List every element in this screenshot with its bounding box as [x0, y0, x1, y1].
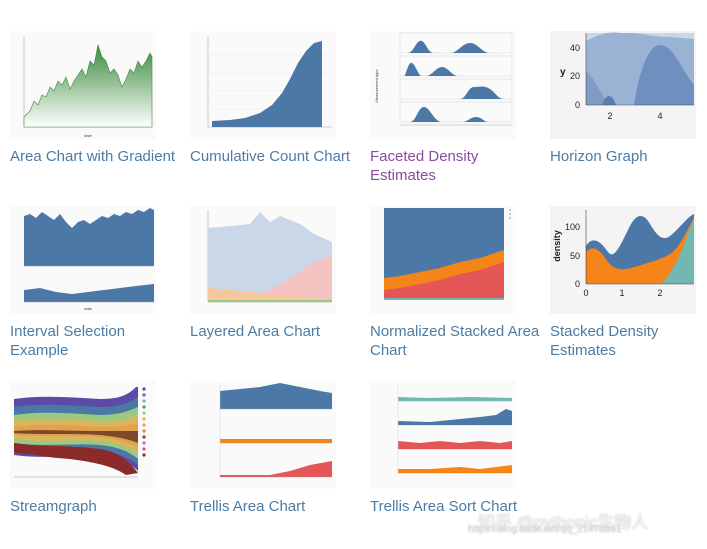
axis-title-y: y	[560, 67, 566, 78]
interval-selection-chart-icon[interactable]: date	[10, 206, 156, 314]
tick-x-1: 1	[619, 288, 624, 298]
watermark: 知乎 @pythonic生物人 https://blog.csdn.net/qq…	[468, 508, 649, 535]
tick-y-20: 20	[570, 71, 580, 81]
card-title[interactable]: Cumulative Count Chart	[190, 148, 351, 165]
watermark-text: 知乎 @pythonic生物人	[478, 513, 649, 532]
card-title[interactable]: Layered Area Chart	[190, 323, 321, 340]
axis-title-density: density	[552, 230, 562, 262]
tick-x-2: 2	[657, 288, 662, 298]
tick-x-0: 0	[583, 288, 588, 298]
faceted-density-chart-icon[interactable]: Measurement type	[370, 31, 516, 139]
svg-text:date: date	[84, 306, 93, 311]
tick-y-0: 0	[575, 279, 580, 289]
stacked-density-chart-icon[interactable]: density 0 50 100 0 1 2	[550, 206, 696, 314]
normalized-stacked-area-chart-icon[interactable]	[370, 206, 516, 314]
svg-text:date: date	[84, 133, 93, 138]
card-title[interactable]: Interval Selection Example	[10, 323, 126, 359]
tick-y-0: 0	[575, 100, 580, 110]
watermark-url: https://blog.csdn.net/qq_21478261	[468, 524, 622, 535]
card-title[interactable]: Stacked Density Estimates	[550, 323, 659, 359]
area-gradient-chart-icon[interactable]: date	[10, 31, 156, 139]
trellis-area-chart-icon[interactable]	[190, 381, 336, 489]
layered-area-chart-icon[interactable]	[190, 206, 336, 314]
card-title[interactable]: Trellis Area Sort Chart	[370, 498, 517, 515]
trellis-area-sort-chart-icon[interactable]	[370, 381, 516, 489]
card-title[interactable]: Streamgraph	[10, 498, 97, 515]
tick-y-50: 50	[570, 251, 580, 261]
card-title[interactable]: Horizon Graph	[550, 148, 648, 165]
tick-y-40: 40	[570, 43, 580, 53]
card-title[interactable]: Faceted Density Estimates	[370, 148, 479, 184]
card-title[interactable]: Trellis Area Chart	[190, 498, 306, 515]
streamgraph-icon[interactable]	[10, 381, 156, 489]
tick-y-100: 100	[565, 222, 580, 232]
tick-x-4: 4	[657, 111, 662, 121]
card-title[interactable]: Area Chart with Gradient	[10, 148, 176, 165]
card-title[interactable]: Normalized Stacked Area Chart	[370, 323, 540, 359]
horizon-graph-icon[interactable]: y 0 20 40 2 4	[550, 31, 696, 139]
svg-text:Measurement type: Measurement type	[374, 69, 379, 103]
cumulative-count-chart-icon[interactable]	[190, 31, 336, 139]
tick-x-2: 2	[607, 111, 612, 121]
